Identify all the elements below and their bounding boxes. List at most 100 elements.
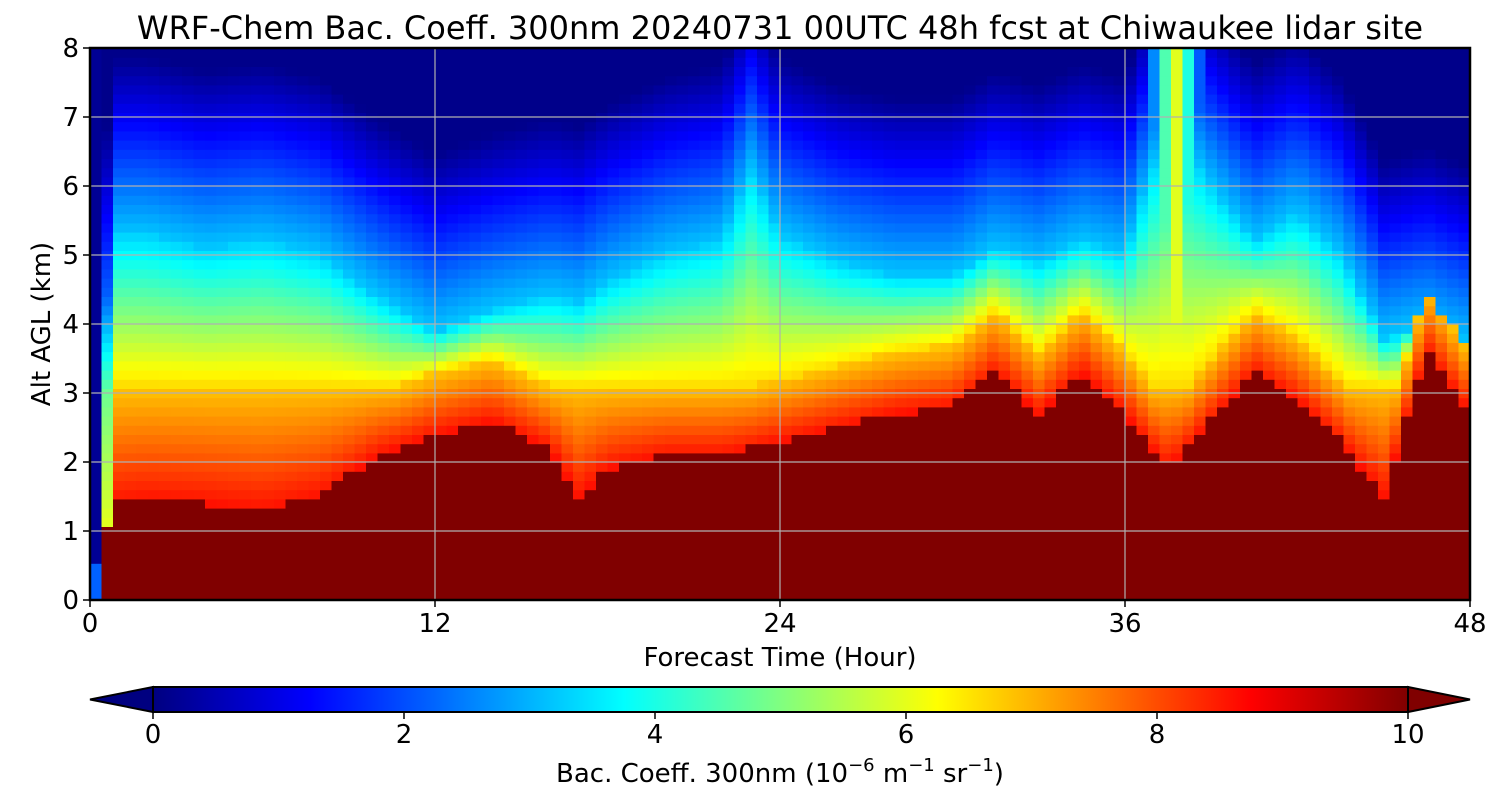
heatmap-cell	[929, 167, 942, 178]
heatmap-cell	[389, 544, 402, 555]
heatmap-cell	[561, 305, 574, 316]
heatmap-cell	[745, 140, 758, 150]
heatmap-cell	[354, 296, 367, 307]
heatmap-cell	[803, 204, 816, 215]
heatmap-cell	[803, 535, 816, 546]
heatmap-cell	[389, 379, 402, 389]
heatmap-cell	[952, 75, 965, 86]
heatmap-cell	[239, 66, 252, 77]
heatmap-cell	[561, 342, 574, 353]
heatmap-cell	[803, 158, 816, 169]
heatmap-cell	[423, 554, 436, 564]
heatmap-cell	[377, 287, 390, 297]
heatmap-cell	[791, 554, 804, 564]
heatmap-cell	[975, 517, 988, 527]
heatmap-cell	[182, 195, 195, 205]
heatmap-cell	[308, 103, 321, 113]
heatmap-cell	[492, 480, 505, 491]
heatmap-cell	[849, 590, 862, 600]
heatmap-cell	[354, 406, 367, 417]
heatmap-cell	[964, 406, 977, 417]
heatmap-cell	[837, 434, 850, 445]
heatmap-cell	[596, 48, 609, 58]
heatmap-cell	[607, 121, 620, 132]
heatmap-cell	[561, 434, 574, 445]
heatmap-cell	[354, 397, 367, 408]
heatmap-cell	[734, 287, 747, 297]
heatmap-cell	[630, 370, 643, 380]
heatmap-cell	[239, 462, 252, 472]
heatmap-cell	[205, 554, 218, 564]
heatmap-cell	[262, 563, 275, 573]
heatmap-cell	[412, 572, 425, 583]
heatmap-cell	[849, 158, 862, 169]
heatmap-cell	[285, 140, 298, 150]
heatmap-cell	[412, 66, 425, 77]
heatmap-cell	[596, 167, 609, 178]
heatmap-cell	[768, 305, 781, 316]
heatmap-cell	[331, 443, 344, 454]
heatmap-cell	[504, 75, 517, 86]
heatmap-cell	[239, 572, 252, 583]
heatmap-cell	[515, 379, 528, 389]
heatmap-cell	[205, 130, 218, 141]
heatmap-cell	[964, 66, 977, 77]
heatmap-cell	[458, 333, 471, 343]
heatmap-cell	[320, 259, 333, 270]
heatmap-cell	[791, 305, 804, 316]
heatmap-cell	[849, 406, 862, 417]
heatmap-cell	[377, 452, 390, 463]
heatmap-cell	[147, 287, 160, 297]
heatmap-cell	[998, 241, 1011, 251]
heatmap-cell	[285, 370, 298, 380]
heatmap-cell	[722, 268, 735, 279]
heatmap-cell	[446, 66, 459, 77]
heatmap-cell	[228, 508, 241, 518]
heatmap-cell	[182, 75, 195, 86]
heatmap-cell	[113, 489, 126, 500]
heatmap-cell	[182, 342, 195, 353]
heatmap-cell	[113, 397, 126, 408]
heatmap-cell	[757, 342, 770, 353]
heatmap-cell	[538, 416, 551, 426]
heatmap-cell	[918, 397, 931, 408]
heatmap-cell	[803, 314, 816, 325]
heatmap-cell	[883, 130, 896, 141]
heatmap-cell	[400, 176, 413, 187]
heatmap-cell	[895, 590, 908, 600]
heatmap-cell	[757, 268, 770, 279]
heatmap-cell	[642, 158, 655, 169]
heatmap-cell	[745, 241, 758, 251]
heatmap-cell	[906, 581, 919, 592]
heatmap-cell	[642, 462, 655, 472]
heatmap-cell	[688, 140, 701, 150]
heatmap-cell	[90, 296, 103, 307]
heatmap-cell	[987, 517, 1000, 527]
heatmap-cell	[389, 351, 402, 362]
heatmap-cell	[860, 517, 873, 527]
heatmap-cell	[274, 498, 287, 509]
heatmap-cell	[504, 498, 517, 509]
heatmap-cell	[860, 434, 873, 445]
heatmap-cell	[412, 287, 425, 297]
heatmap-cell	[147, 416, 160, 426]
heatmap-cell	[216, 370, 229, 380]
heatmap-cell	[630, 554, 643, 564]
heatmap-cell	[573, 360, 586, 371]
heatmap-cell	[573, 268, 586, 279]
heatmap-cell	[975, 324, 988, 334]
heatmap-cell	[90, 103, 103, 113]
heatmap-cell	[642, 572, 655, 583]
heatmap-cell	[929, 452, 942, 463]
heatmap-cell	[331, 480, 344, 491]
heatmap-cell	[331, 57, 344, 67]
heatmap-cell	[745, 305, 758, 316]
heatmap-cell	[780, 296, 793, 307]
heatmap-cell	[918, 434, 931, 445]
heatmap-cell	[665, 563, 678, 573]
heatmap-cell	[952, 535, 965, 546]
heatmap-cell	[423, 581, 436, 592]
heatmap-cell	[998, 278, 1011, 288]
heatmap-cell	[688, 103, 701, 113]
heatmap-cell	[354, 489, 367, 500]
